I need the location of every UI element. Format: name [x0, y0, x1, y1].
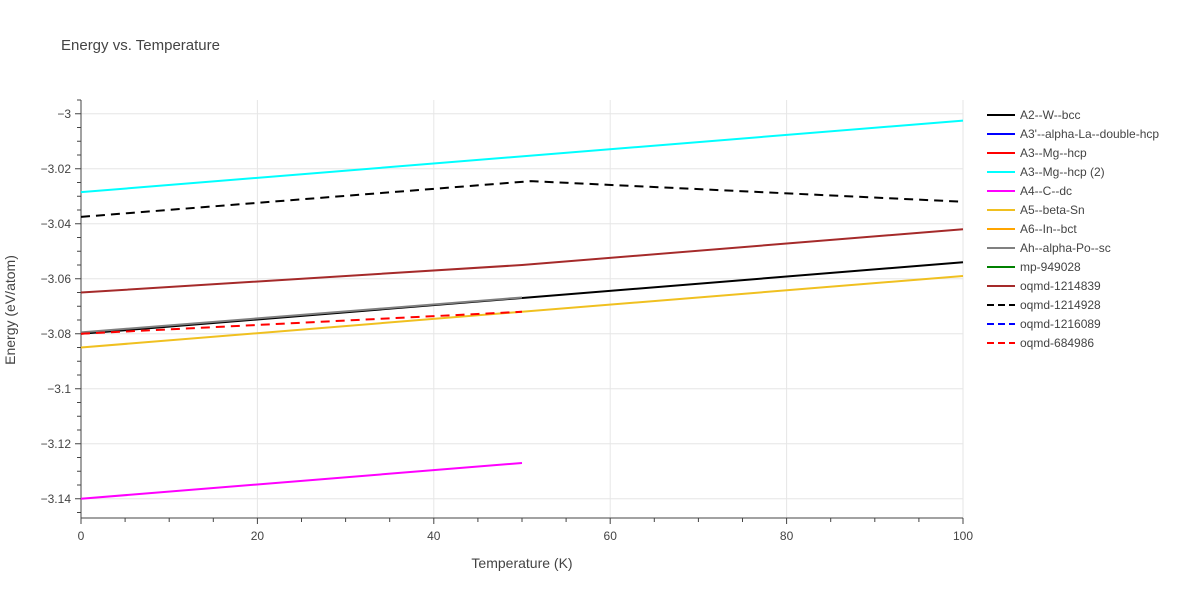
x-axis-title: Temperature (K)	[471, 555, 572, 571]
x-tick-label: 100	[953, 529, 973, 543]
y-tick-label: −3.08	[41, 327, 72, 341]
series-line-9	[80, 228, 964, 294]
legend-item-10[interactable]: oqmd-1214928	[987, 298, 1101, 312]
x-tick-label: 80	[780, 529, 794, 543]
legend-item-4[interactable]: A4--C--dc	[987, 184, 1072, 198]
x-tick-label: 40	[427, 529, 441, 543]
legend-label: A4--C--dc	[1020, 184, 1072, 198]
legend-label: Ah--alpha-Po--sc	[1020, 241, 1111, 255]
legend-label: A2--W--bcc	[1020, 108, 1080, 122]
series-line-4	[80, 462, 523, 500]
legend-item-1[interactable]: A3'--alpha-La--double-hcp	[987, 127, 1159, 141]
legend-label: mp-949028	[1020, 260, 1081, 274]
x-tick-label: 60	[604, 529, 618, 543]
legend-label: A3--Mg--hcp (2)	[1020, 165, 1105, 179]
y-axis-title: Energy (eV/atom)	[2, 255, 18, 365]
axes-layer: 0 20 40 60 80 100 −3 −3.02 −3.04 −3.06 −3.08 −3.1 −3…	[41, 99, 973, 543]
legend-label: oqmd-1216089	[1020, 317, 1101, 331]
legend-item-6[interactable]: A6--In--bct	[987, 222, 1077, 236]
legend-label: oqmd-684986	[1020, 336, 1094, 350]
legend-label: oqmd-1214839	[1020, 279, 1101, 293]
chart-title: Energy vs. Temperature	[61, 37, 220, 54]
legend-label: A6--In--bct	[1020, 222, 1077, 236]
series-line-10	[80, 180, 964, 218]
legend-item-9[interactable]: oqmd-1214839	[987, 279, 1101, 293]
y-tick-label: −3.1	[47, 382, 71, 396]
series-line-3	[80, 119, 964, 194]
y-tick-label: −3.06	[41, 272, 72, 286]
legend-label: oqmd-1214928	[1020, 298, 1101, 312]
x-tick-label: 0	[78, 529, 85, 543]
series-line-7	[80, 296, 523, 334]
legend-item-0[interactable]: A2--W--bcc	[987, 108, 1080, 122]
y-tick-label: −3.14	[41, 492, 72, 506]
legend-label: A3--Mg--hcp	[1020, 146, 1087, 160]
legend-item-11[interactable]: oqmd-1216089	[987, 317, 1101, 331]
legend-item-12[interactable]: oqmd-684986	[987, 336, 1094, 350]
y-tick-label: −3.02	[41, 162, 72, 176]
grid-layer	[80, 100, 964, 518]
legend-label: A3'--alpha-La--double-hcp	[1020, 127, 1159, 141]
legend-item-7[interactable]: Ah--alpha-Po--sc	[987, 241, 1111, 255]
x-tick-label: 20	[251, 529, 265, 543]
legend-item-3[interactable]: A3--Mg--hcp (2)	[987, 165, 1105, 179]
legend-item-2[interactable]: A3--Mg--hcp	[987, 146, 1087, 160]
legend[interactable]: A2--W--bcc A3'--alpha-La--double-hcp A3--M…	[987, 108, 1159, 350]
y-tick-label: −3	[57, 107, 71, 121]
y-tick-label: −3.12	[41, 437, 72, 451]
legend-label: A5--beta-Sn	[1020, 203, 1085, 217]
y-tick-label: −3.04	[41, 217, 72, 231]
legend-item-5[interactable]: A5--beta-Sn	[987, 203, 1085, 217]
series-line-12	[80, 310, 523, 335]
series-layer	[80, 119, 964, 500]
legend-item-8[interactable]: mp-949028	[987, 260, 1081, 274]
